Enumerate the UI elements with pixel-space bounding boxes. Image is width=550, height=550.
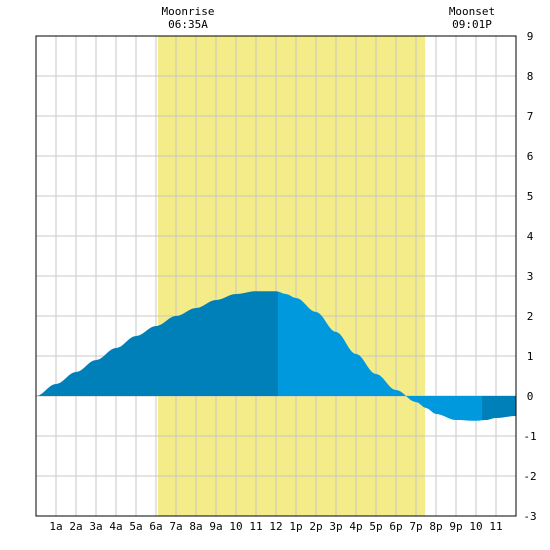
moonrise-time: 06:35A: [168, 18, 208, 31]
y-tick-label: 6: [527, 150, 534, 163]
x-tick-label: 11: [489, 520, 502, 533]
moonrise-label: Moonrise: [162, 5, 215, 18]
y-tick-label: 4: [527, 230, 534, 243]
x-tick-label: 9p: [449, 520, 462, 533]
y-tick-label: 8: [527, 70, 534, 83]
x-tick-label: 7p: [409, 520, 422, 533]
tide-area-segment-1: [36, 291, 278, 396]
tide-area-segment-3: [482, 396, 516, 421]
grid-layer: [36, 36, 516, 516]
moonset-label: Moonset: [449, 5, 495, 18]
x-tick-label: 1a: [49, 520, 62, 533]
x-tick-label: 3a: [89, 520, 102, 533]
y-tick-label: -2: [523, 470, 536, 483]
y-tick-labels: 9 8 7 6 5 4 3 2 1 0 -1 -2 -3: [523, 30, 536, 523]
x-tick-label: 4a: [109, 520, 122, 533]
x-tick-label: 5a: [129, 520, 142, 533]
x-tick-label: 2p: [309, 520, 322, 533]
plot-frame: [35, 35, 517, 517]
x-tick-label: 6p: [389, 520, 402, 533]
y-tick-label: 9: [527, 30, 534, 43]
x-tick-label: 5p: [369, 520, 382, 533]
x-tick-label: 8a: [189, 520, 202, 533]
x-tick-label: 9a: [209, 520, 222, 533]
x-tick-label: 12: [269, 520, 282, 533]
x-tick-label: 11: [249, 520, 262, 533]
y-tick-label: -3: [523, 510, 536, 523]
x-tick-label: 7a: [169, 520, 182, 533]
x-tick-label: 10: [469, 520, 482, 533]
x-tick-label: 4p: [349, 520, 362, 533]
y-tick-label: -1: [523, 430, 536, 443]
y-tick-label: 3: [527, 270, 534, 283]
x-tick-label: 3p: [329, 520, 342, 533]
moonset-time: 09:01P: [452, 18, 492, 31]
y-tick-label: 1: [527, 350, 534, 363]
tide-area-segment-2: [278, 291, 482, 421]
y-tick-label: 0: [527, 390, 534, 403]
x-tick-label: 1p: [289, 520, 302, 533]
x-tick-label: 6a: [149, 520, 162, 533]
tide-area-layer: [36, 291, 516, 421]
x-tick-labels: 1a 2a 3a 4a 5a 6a 7a 8a 9a 10 11 12 1p 2p 3p 4p 5p 6p 7p 8p…: [49, 520, 502, 533]
x-tick-label: 8p: [429, 520, 442, 533]
x-tick-label: 2a: [69, 520, 82, 533]
y-tick-label: 5: [527, 190, 534, 203]
y-tick-label: 2: [527, 310, 534, 323]
y-tick-label: 7: [527, 110, 534, 123]
x-tick-label: 10: [229, 520, 242, 533]
